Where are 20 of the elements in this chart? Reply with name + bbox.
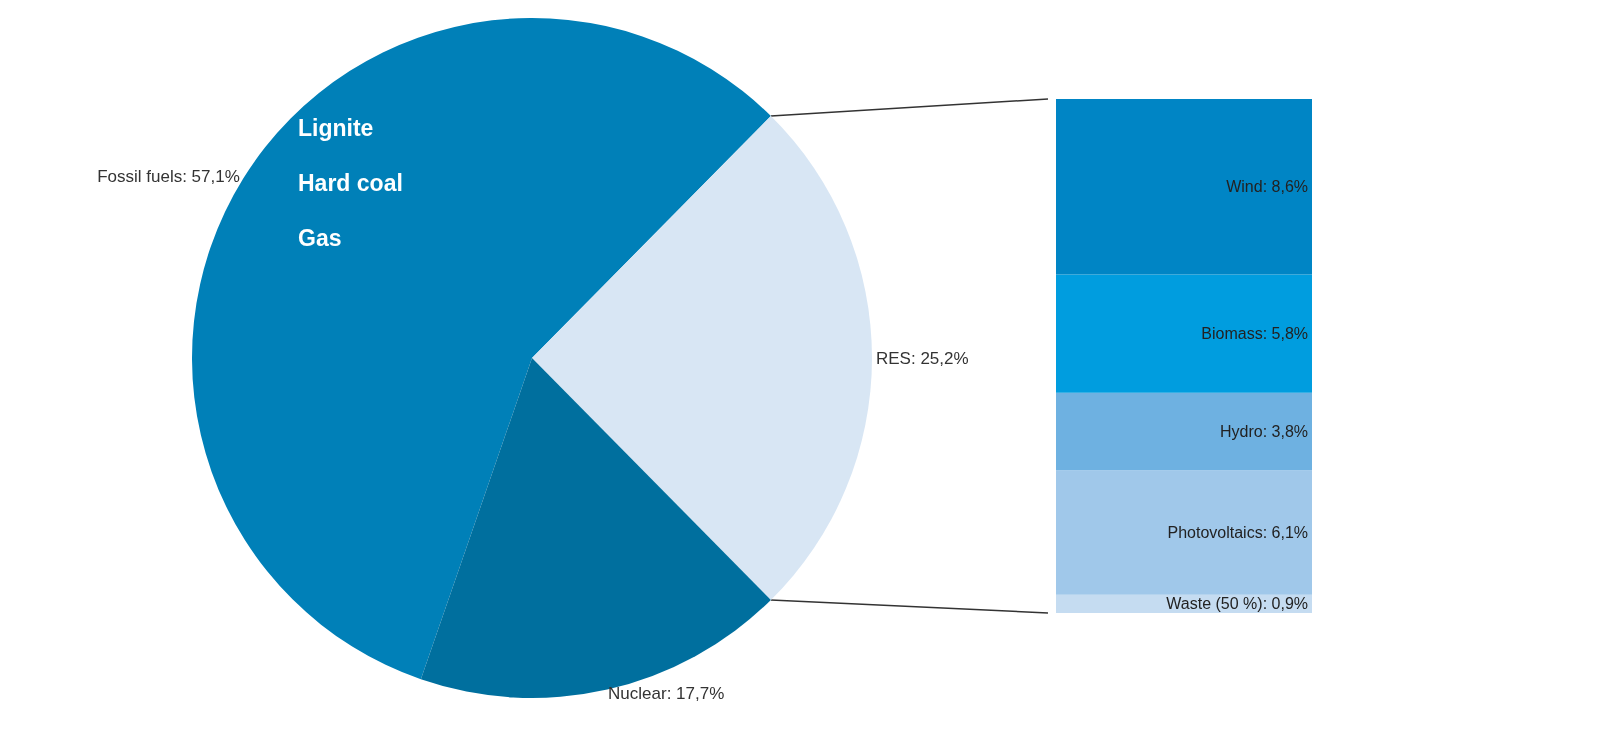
bar <box>1056 470 1312 595</box>
text: Lignite <box>298 114 374 141</box>
series-label: Biomass: <box>1201 325 1268 343</box>
bar <box>1056 274 1312 393</box>
data-label: 3,8% <box>1271 422 1308 440</box>
data-label: 5,8% <box>1271 325 1308 343</box>
text: Gas <box>298 224 342 251</box>
series-label: Wind: <box>1226 178 1268 196</box>
text: Hard coal <box>298 169 403 196</box>
data-label: 6,1% <box>1271 523 1308 541</box>
slice-label: Nuclear: 17,7% <box>608 683 725 703</box>
slice-label: Fossil fuels: 57,1% <box>97 166 240 186</box>
series-label: Photovoltaics: <box>1167 523 1268 541</box>
data-label: 8,6% <box>1271 178 1308 196</box>
bar <box>1056 392 1312 471</box>
slice-label: RES: 25,2% <box>876 348 969 368</box>
series-label: Waste (50 %): <box>1166 595 1268 613</box>
data-label: 0,9% <box>1271 595 1308 613</box>
bar <box>1056 99 1312 275</box>
series-label: Hydro: <box>1219 422 1268 440</box>
